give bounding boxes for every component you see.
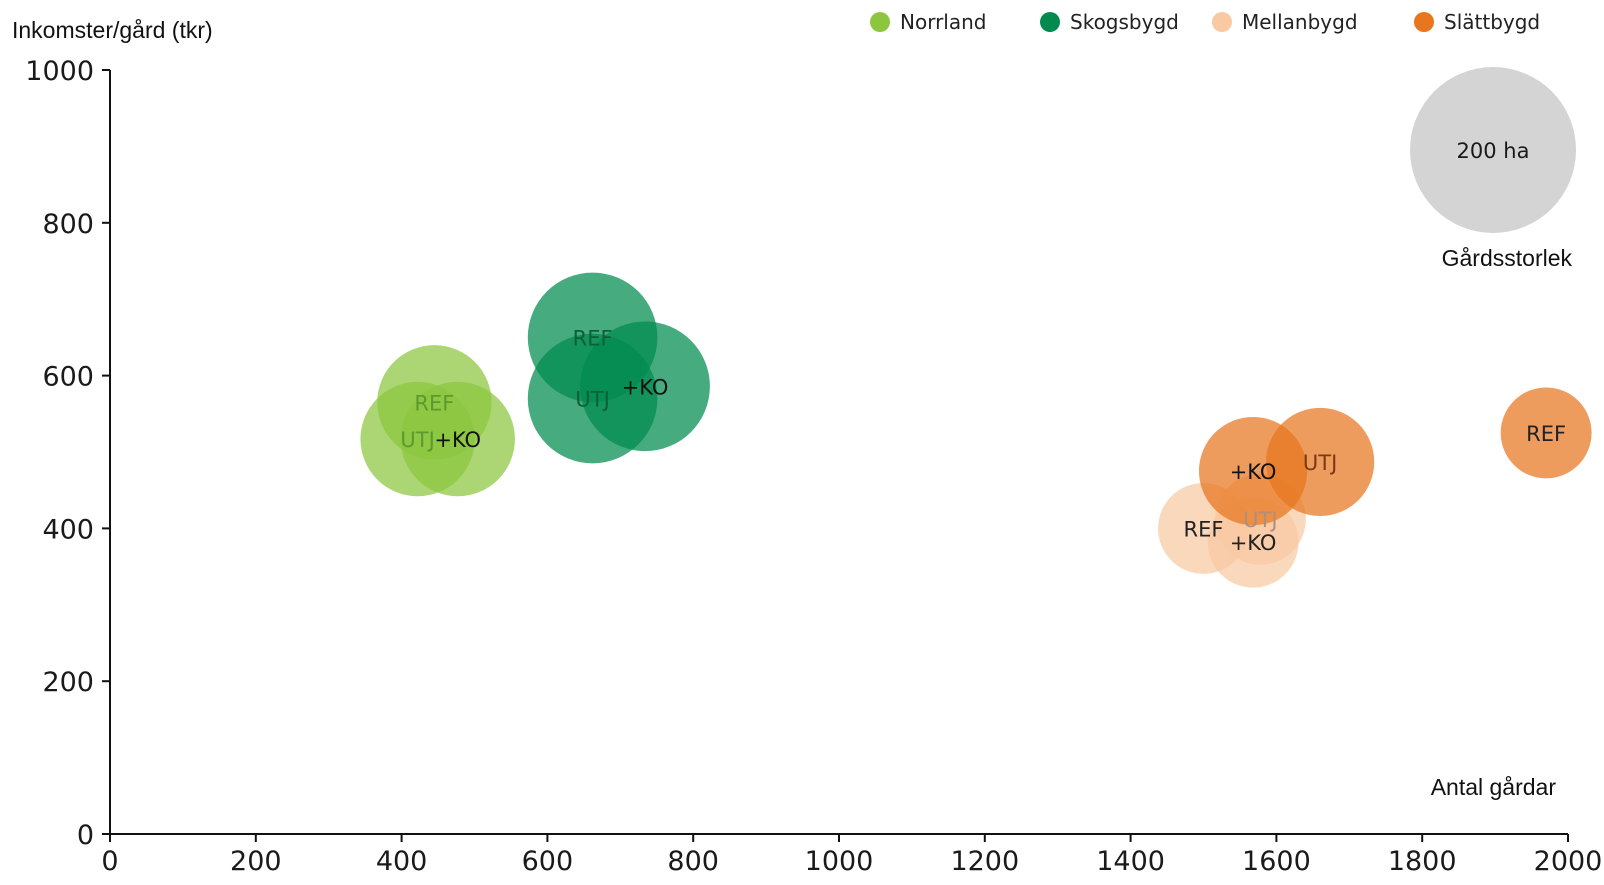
x-tick-label: 1800 <box>1388 846 1457 877</box>
x-tick-label: 1200 <box>950 846 1019 877</box>
bubble-label-mellanbygd-ko: +KO <box>1230 531 1277 555</box>
legend-swatch-skogsbygd <box>1040 12 1060 32</box>
bubble-norrland-ko <box>400 381 515 497</box>
bubble-sl-ttbygd-ref <box>1500 387 1592 479</box>
size-reference-label: 200 ha <box>1457 139 1530 163</box>
bubble-label-norrland-ref: REF <box>414 391 454 415</box>
y-tick-label: 400 <box>42 514 94 545</box>
legend-label-skogsbygd: Skogsbygd <box>1070 10 1179 34</box>
bubble-skogsbygd-ko <box>580 321 710 452</box>
bubble-layer <box>360 272 1592 588</box>
size-reference: 200 ha Gårdsstorlek <box>1410 67 1576 271</box>
bubble-label-sl-ttbygd-utj: UTJ <box>1303 451 1337 475</box>
x-tick-label: 1400 <box>1096 846 1165 877</box>
bubble-label-norrland-utj: UTJ <box>400 428 434 452</box>
y-tick-label: 600 <box>42 362 94 393</box>
y-tick-label: 200 <box>42 667 94 698</box>
y-axis-ticks: 0 200 400 600 800 1000 <box>25 56 110 851</box>
y-tick-label: 800 <box>42 209 94 240</box>
bubble-label-sl-ttbygd-ko: +KO <box>1230 460 1277 484</box>
x-tick-label: 600 <box>522 846 574 877</box>
x-axis-ticks: 0 200 400 600 800 1000 1200 1400 1600 1800 2000 <box>101 834 1602 877</box>
bubble-label-skogsbygd-ko: +KO <box>622 375 669 399</box>
bubble-label-norrland-ko: +KO <box>434 428 481 452</box>
bubble-label-mellanbygd-utj: UTJ <box>1243 508 1277 532</box>
bubble-label-skogsbygd-utj: UTJ <box>575 388 609 412</box>
x-tick-label: 1600 <box>1242 846 1311 877</box>
y-axis-title: Inkomster/gård (tkr) <box>12 17 213 43</box>
bubble-label-sl-ttbygd-ref: REF <box>1526 422 1566 446</box>
x-tick-label: 0 <box>101 846 118 877</box>
x-tick-label: 2000 <box>1534 846 1603 877</box>
x-tick-label: 200 <box>230 846 282 877</box>
legend-label-sl-ttbygd: Slättbygd <box>1444 10 1540 34</box>
y-tick-label: 1000 <box>25 56 94 87</box>
legend: Norrland Skogsbygd Mellanbygd Slättbygd <box>870 10 1540 34</box>
legend-swatch-mellanbygd <box>1212 12 1232 32</box>
legend-swatch-norrland <box>870 12 890 32</box>
size-reference-title: Gårdsstorlek <box>1442 245 1573 271</box>
y-tick-label: 0 <box>77 820 94 851</box>
size-reference-circle <box>1410 67 1576 233</box>
x-tick-label: 1000 <box>805 846 874 877</box>
x-axis-title: Antal gårdar <box>1431 774 1557 800</box>
bubble-sl-ttbygd-ko <box>1198 416 1308 526</box>
legend-swatch-sl-ttbygd <box>1414 12 1434 32</box>
bubble-label-skogsbygd-ref: REF <box>573 326 613 350</box>
legend-label-mellanbygd: Mellanbygd <box>1242 10 1358 34</box>
x-tick-label: 800 <box>667 846 719 877</box>
legend-label-norrland: Norrland <box>900 10 986 34</box>
bubble-label-mellanbygd-ref: REF <box>1184 517 1224 541</box>
x-tick-label: 400 <box>376 846 428 877</box>
